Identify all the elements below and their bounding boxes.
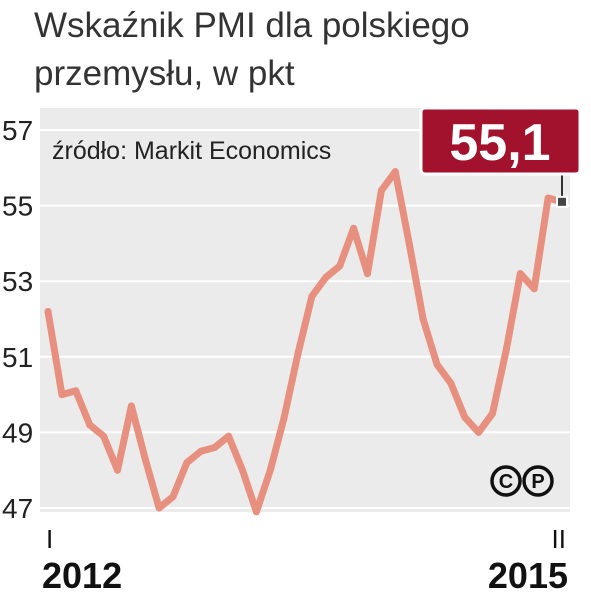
data-point <box>197 447 205 455</box>
data-point <box>419 315 427 323</box>
data-point <box>72 387 80 395</box>
data-point <box>141 455 149 463</box>
callout-box <box>419 106 582 176</box>
data-point <box>238 466 246 474</box>
y-tick-label: 53 <box>2 266 33 297</box>
x-tick-month: II <box>552 524 566 554</box>
data-point <box>489 410 497 417</box>
data-point <box>280 413 288 421</box>
data-point <box>433 360 441 368</box>
y-axis: 47 49 51 53 55 57 <box>2 115 33 524</box>
y-tick-label: 51 <box>2 342 33 373</box>
data-point <box>322 273 330 281</box>
data-point <box>211 444 219 452</box>
data-point <box>266 466 274 474</box>
data-point <box>377 186 385 194</box>
y-tick-label: 47 <box>2 493 33 524</box>
data-point <box>155 504 163 512</box>
data-point <box>475 428 483 436</box>
source-note: źródło: Markit Economics <box>52 137 331 165</box>
copyright-icon: C P <box>490 465 554 497</box>
callout-value: 55,1 <box>449 114 550 172</box>
chart-title: Wskaźnik PMI dla polskiego przemysłu, w … <box>34 6 470 93</box>
data-point <box>405 239 413 247</box>
y-tick-label: 57 <box>2 115 33 146</box>
data-point <box>294 349 302 357</box>
data-point <box>113 466 121 474</box>
data-point <box>461 413 469 421</box>
data-point <box>183 459 191 467</box>
data-point <box>308 292 316 300</box>
data-point <box>364 270 372 278</box>
x-tick-month: I <box>46 524 53 554</box>
data-point <box>530 285 538 293</box>
data-point <box>86 421 94 429</box>
last-point-marker <box>556 195 568 208</box>
data-point <box>100 432 108 440</box>
data-point <box>350 224 358 232</box>
data-point <box>336 262 344 270</box>
last-value-callout: 55,1 <box>419 106 582 208</box>
data-point <box>516 270 524 278</box>
data-point <box>447 379 455 387</box>
y-tick-label: 49 <box>2 417 33 448</box>
copyright-c: C <box>499 471 513 493</box>
x-tick-year: 2015 <box>488 555 568 596</box>
data-point <box>44 307 52 315</box>
data-point <box>127 402 135 410</box>
y-tick-label: 55 <box>2 191 33 222</box>
data-point <box>391 168 399 176</box>
data-point <box>544 194 552 202</box>
data-point <box>252 508 260 516</box>
data-point <box>225 432 233 440</box>
data-points <box>44 168 566 516</box>
data-point <box>169 493 177 501</box>
x-tick-year: 2012 <box>42 555 122 596</box>
data-point <box>58 391 66 399</box>
copyright-p: P <box>531 471 544 493</box>
data-point <box>502 345 510 353</box>
